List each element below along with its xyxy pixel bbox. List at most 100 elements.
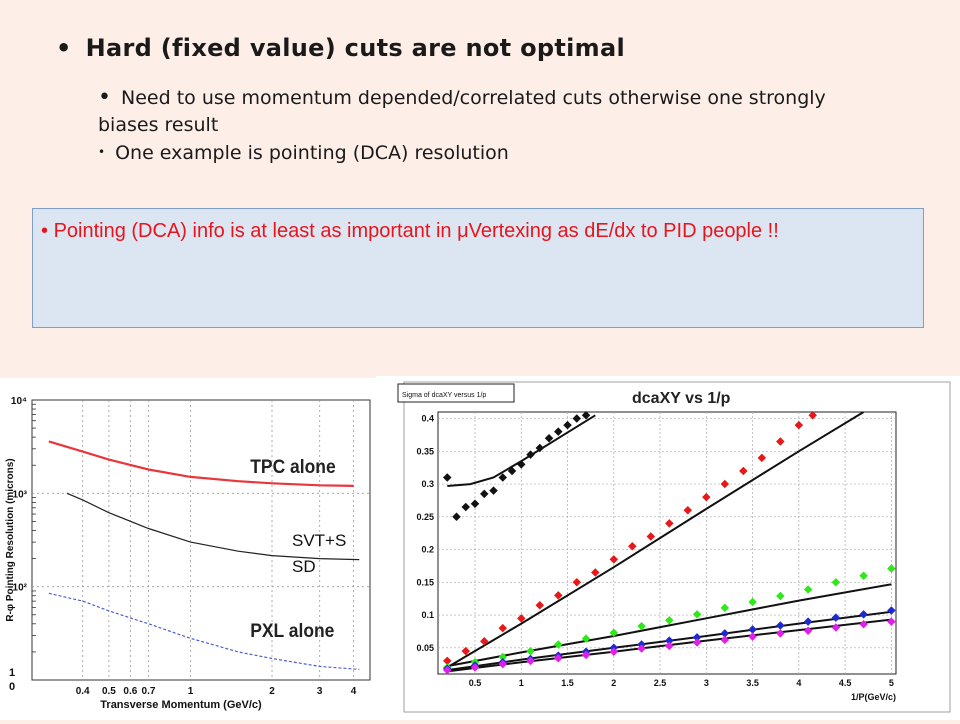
x-tick-label: 1 bbox=[519, 678, 524, 688]
x-tick-label: 3 bbox=[317, 686, 323, 697]
data-point bbox=[609, 647, 619, 656]
data-point bbox=[720, 603, 730, 613]
data-point bbox=[665, 519, 674, 528]
fit-line bbox=[447, 583, 892, 668]
x-tick-label: 0.6 bbox=[123, 686, 137, 697]
x-tick-label: 4 bbox=[796, 678, 801, 688]
data-point bbox=[748, 597, 757, 607]
series-line bbox=[66, 492, 360, 561]
callout-box: • Pointing (DCA) info is at least as imp… bbox=[32, 208, 924, 328]
x-tick-label: 2 bbox=[269, 686, 275, 697]
data-point bbox=[808, 411, 817, 420]
data-point bbox=[692, 610, 702, 619]
x-tick-label: 5 bbox=[889, 678, 894, 688]
bullet-dot: • bbox=[98, 145, 106, 159]
data-point bbox=[887, 606, 896, 615]
callout-post: Vertexing as dE/dx to PID people !! bbox=[468, 220, 779, 242]
y-tick-label: 0.4 bbox=[421, 414, 434, 424]
data-point bbox=[720, 635, 730, 645]
y-tick-label: 10⁴ bbox=[11, 396, 27, 407]
data-point bbox=[498, 652, 508, 662]
data-point bbox=[665, 636, 674, 645]
annotation-pxl: PXL alone bbox=[250, 619, 334, 641]
series-line bbox=[48, 592, 360, 670]
y-tick-label: 0.35 bbox=[416, 446, 434, 456]
data-point bbox=[794, 420, 804, 430]
annotation-svt-line2: SD bbox=[292, 557, 316, 576]
dcaxy-svg: Sigma of dcaXY versus 1/p dcaXY vs 1/p 0.5… bbox=[397, 381, 951, 713]
data-point bbox=[720, 629, 730, 638]
y-tick-label: 0.1 bbox=[421, 610, 434, 620]
y-tick-label: 1 bbox=[9, 667, 15, 679]
sub-bullet-2-text: One example is pointing (DCA) resolution bbox=[115, 142, 509, 164]
data-point bbox=[443, 473, 452, 482]
legend-box bbox=[397, 383, 515, 403]
data-point bbox=[470, 499, 480, 508]
data-point bbox=[526, 450, 535, 459]
x-tick-label: 0.5 bbox=[469, 678, 482, 688]
y-tick-label: 10³ bbox=[13, 489, 28, 500]
data-point bbox=[720, 479, 730, 489]
data-point bbox=[572, 414, 582, 423]
data-point bbox=[665, 641, 674, 651]
x-tick-label: 3 bbox=[704, 678, 709, 688]
y-tick-label: 10² bbox=[13, 583, 28, 594]
x-tick-label: 4.5 bbox=[839, 678, 852, 688]
bullet-dot: • bbox=[98, 85, 111, 110]
callout-pre: Pointing (DCA) info is at least as impor… bbox=[53, 220, 458, 242]
main-bullet-text: Hard (fixed value) cuts are not optimal bbox=[85, 34, 625, 62]
data-point bbox=[554, 654, 563, 663]
callout-text: • Pointing (DCA) info is at least as imp… bbox=[41, 220, 779, 242]
data-point bbox=[572, 578, 582, 587]
x-tick-label: 0.4 bbox=[76, 686, 90, 697]
x-tick-label: 0.5 bbox=[102, 686, 116, 697]
series-line bbox=[48, 440, 354, 487]
dcaxy-chart: Sigma of dcaXY versus 1/p dcaXY vs 1/p 0.5… bbox=[376, 376, 960, 720]
sub-bullet-1: • Need to use momentum depended/correlat… bbox=[98, 84, 878, 139]
data-point bbox=[517, 614, 526, 623]
fit-line bbox=[446, 412, 865, 669]
plot-frame bbox=[31, 399, 371, 681]
data-point bbox=[859, 619, 868, 629]
fit-line bbox=[447, 618, 892, 673]
x-tick-label: 2.5 bbox=[654, 678, 667, 688]
y-axis-label: R-φ Pointing Resolution (microns) bbox=[5, 458, 16, 621]
data-point bbox=[535, 600, 545, 610]
x-axis-label: Transverse Momentum (GeV/c) bbox=[100, 699, 262, 711]
data-point bbox=[646, 532, 656, 541]
y-tick-label: 0.15 bbox=[416, 577, 434, 587]
data-point bbox=[470, 663, 480, 672]
data-point bbox=[637, 644, 646, 653]
data-point bbox=[554, 591, 563, 600]
data-point bbox=[665, 616, 674, 625]
data-point bbox=[692, 633, 702, 642]
pointing-resolution-chart: 0.4 0.5 0.6 0.7 1 2 3 4 1 0 10² 10³ 10⁴ Transverse Mo… bbox=[0, 378, 376, 720]
data-point bbox=[692, 638, 702, 647]
data-point bbox=[480, 489, 489, 499]
mu-symbol: μ bbox=[457, 220, 469, 242]
data-point bbox=[554, 640, 563, 649]
x-tick-label: 0.7 bbox=[142, 686, 156, 697]
sub-bullet-1-text: Need to use momentum depended/correlated… bbox=[98, 87, 826, 136]
data-point bbox=[748, 625, 757, 634]
data-point bbox=[776, 621, 785, 630]
y-tick-label: 0 bbox=[9, 681, 15, 693]
bullet-dot: • bbox=[56, 34, 72, 62]
y-tick-label: 0.2 bbox=[421, 545, 434, 555]
annotation-svt-line1: SVT+S bbox=[292, 531, 346, 550]
plot-frame bbox=[437, 411, 897, 675]
data-point bbox=[887, 617, 896, 626]
x-tick-label: 2 bbox=[611, 678, 616, 688]
fit-line bbox=[447, 610, 892, 672]
chart-title: dcaXY vs 1/p bbox=[632, 390, 731, 407]
sub-bullet-2: • One example is pointing (DCA) resolutio… bbox=[98, 142, 509, 164]
fit-line bbox=[447, 414, 596, 487]
pointing-resolution-svg: 0.4 0.5 0.6 0.7 1 2 3 4 1 0 10² 10³ 10⁴ Transverse Mo… bbox=[5, 396, 371, 711]
data-point bbox=[591, 568, 600, 577]
main-bullet: • Hard (fixed value) cuts are not optimal bbox=[56, 34, 625, 62]
x-axis-label: 1/P(GeV/c) bbox=[851, 692, 896, 702]
data-point bbox=[498, 473, 508, 482]
x-tick-label: 1 bbox=[188, 686, 194, 697]
y-tick-label: 0.25 bbox=[416, 512, 434, 522]
data-point bbox=[526, 656, 535, 666]
